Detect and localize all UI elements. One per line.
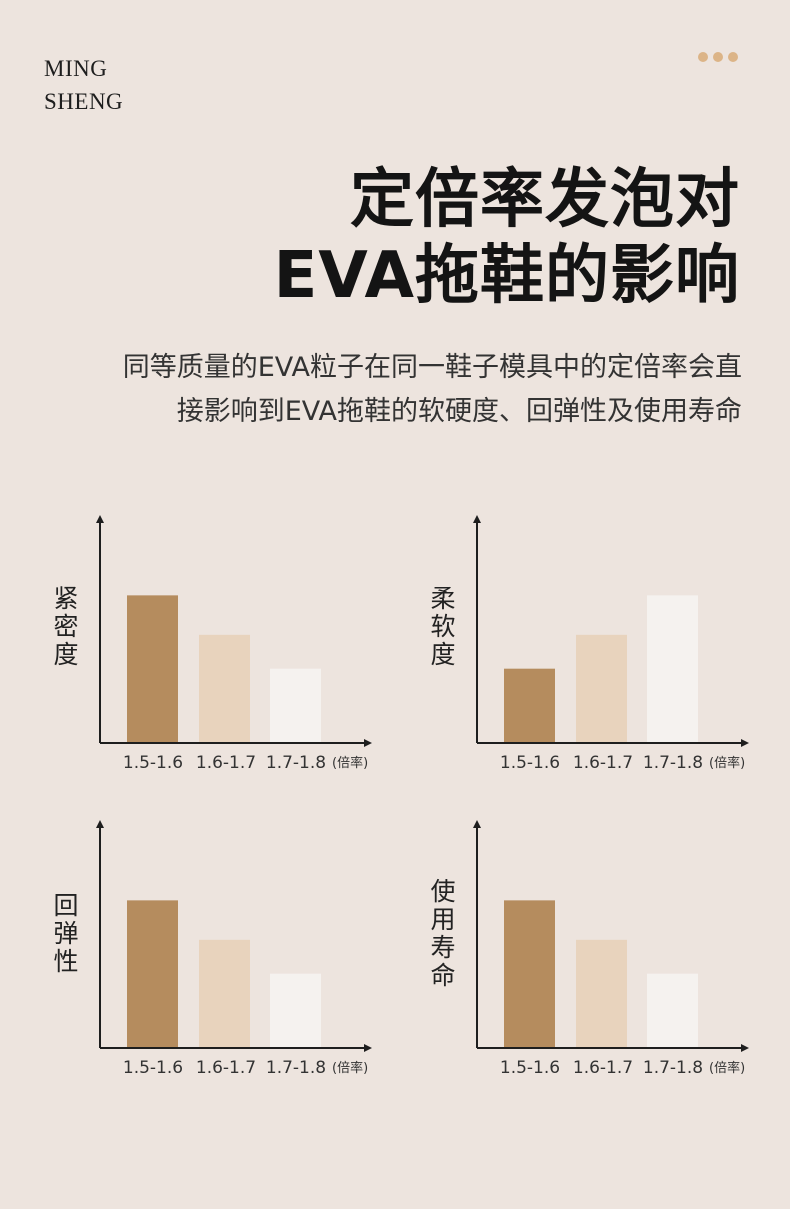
brand-line-2: SHENG xyxy=(44,89,124,114)
chart-density: 1.5-1.6 1.6-1.7 1.7-1.8 (倍率) 紧密度 xyxy=(50,515,410,775)
y-axis-arrow-icon xyxy=(96,820,104,828)
x-tick-label: 1.7-1.8 xyxy=(643,1058,703,1078)
x-tick-label: 1.7-1.8 xyxy=(266,1058,326,1078)
chart-svg: 1.5-1.6 1.6-1.7 1.7-1.8 (倍率) xyxy=(473,820,749,1078)
y-axis-label: 柔软度 xyxy=(430,584,456,669)
more-icon xyxy=(698,52,738,62)
x-unit-label: (倍率) xyxy=(709,755,745,771)
x-tick-label: 1.6-1.7 xyxy=(573,753,633,773)
title-line-2: EVA拖鞋的影响 xyxy=(273,239,740,313)
x-unit-label: (倍率) xyxy=(332,755,368,771)
y-axis-arrow-icon xyxy=(96,515,104,523)
x-tick-label: 1.6-1.7 xyxy=(196,1058,256,1078)
bar-1.6-1.7 xyxy=(576,939,627,1047)
y-axis-arrow-icon xyxy=(473,820,481,828)
x-tick-label: 1.7-1.8 xyxy=(643,753,703,773)
page-subtitle: 同等质量的EVA粒子在同一鞋子模具中的定倍率会直 接影响到EVA拖鞋的软硬度、回… xyxy=(123,346,742,434)
x-tick-label: 1.6-1.7 xyxy=(196,753,256,773)
dot-icon xyxy=(728,52,738,62)
x-unit-label: (倍率) xyxy=(709,1060,745,1076)
dot-icon xyxy=(713,52,723,62)
title-line-1: 定倍率发泡对 xyxy=(350,163,740,237)
x-axis-arrow-icon xyxy=(741,1044,749,1052)
y-axis-label: 回弹性 xyxy=(53,891,79,976)
chart-svg: 1.5-1.6 1.6-1.7 1.7-1.8 (倍率) xyxy=(96,515,372,773)
page-title: 定倍率发泡对 EVA拖鞋的影响 xyxy=(274,162,740,314)
dot-icon xyxy=(698,52,708,62)
bar-1.7-1.8 xyxy=(270,973,321,1047)
y-axis-label: 紧密度 xyxy=(53,584,79,669)
brand-logo: MING SHENG xyxy=(44,52,123,118)
bar-1.6-1.7 xyxy=(576,634,627,742)
x-axis-arrow-icon xyxy=(364,739,372,747)
subtitle-line-1: 同等质量的EVA粒子在同一鞋子模具中的定倍率会直 xyxy=(122,352,742,383)
bar-1.5-1.6 xyxy=(127,900,178,1047)
bar-1.5-1.6 xyxy=(127,595,178,742)
bar-1.7-1.8 xyxy=(647,973,698,1047)
chart-svg: 1.5-1.6 1.6-1.7 1.7-1.8 (倍率) xyxy=(96,820,372,1078)
x-tick-label: 1.5-1.6 xyxy=(123,1058,183,1078)
y-axis-label: 使用寿命 xyxy=(430,877,456,990)
x-axis-arrow-icon xyxy=(364,1044,372,1052)
chart-lifespan: 1.5-1.6 1.6-1.7 1.7-1.8 (倍率) 使用寿命 xyxy=(427,820,787,1080)
chart-svg: 1.5-1.6 1.6-1.7 1.7-1.8 (倍率) xyxy=(473,515,749,773)
bar-1.5-1.6 xyxy=(504,900,555,1047)
bar-1.6-1.7 xyxy=(199,939,250,1047)
x-tick-label: 1.5-1.6 xyxy=(123,753,183,773)
x-tick-label: 1.5-1.6 xyxy=(500,753,560,773)
bar-1.7-1.8 xyxy=(270,668,321,742)
bar-1.7-1.8 xyxy=(647,595,698,742)
chart-softness: 1.5-1.6 1.6-1.7 1.7-1.8 (倍率) 柔软度 xyxy=(427,515,787,775)
x-axis-arrow-icon xyxy=(741,739,749,747)
x-tick-label: 1.5-1.6 xyxy=(500,1058,560,1078)
subtitle-line-2: 接影响到EVA拖鞋的软硬度、回弹性及使用寿命 xyxy=(176,396,742,427)
x-unit-label: (倍率) xyxy=(332,1060,368,1076)
x-tick-label: 1.6-1.7 xyxy=(573,1058,633,1078)
chart-resilience: 1.5-1.6 1.6-1.7 1.7-1.8 (倍率) 回弹性 xyxy=(50,820,410,1080)
bar-1.5-1.6 xyxy=(504,668,555,742)
brand-line-1: MING xyxy=(44,56,108,81)
x-tick-label: 1.7-1.8 xyxy=(266,753,326,773)
y-axis-arrow-icon xyxy=(473,515,481,523)
bar-1.6-1.7 xyxy=(199,634,250,742)
